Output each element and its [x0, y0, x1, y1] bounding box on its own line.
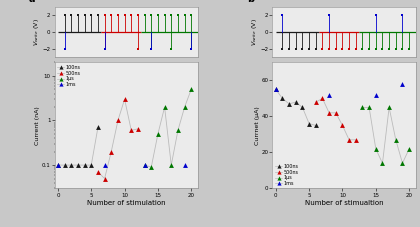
Y-axis label: Current (nA): Current (nA)	[35, 106, 40, 145]
Y-axis label: $V_{write}$ (V): $V_{write}$ (V)	[250, 18, 259, 46]
X-axis label: Number of stimualtion: Number of stimualtion	[305, 200, 383, 206]
Y-axis label: Currnet (μA): Currnet (μA)	[255, 106, 260, 145]
Legend: 100ns, 500ns, 1μs, 1ms: 100ns, 500ns, 1μs, 1ms	[57, 64, 81, 88]
Y-axis label: $V_{write}$ (V): $V_{write}$ (V)	[32, 18, 41, 46]
X-axis label: Number of stimulation: Number of stimulation	[87, 200, 165, 206]
Legend: 100ns, 500ns, 1μs, 1ms: 100ns, 500ns, 1μs, 1ms	[274, 163, 299, 186]
Text: b: b	[247, 0, 254, 4]
Text: a: a	[29, 0, 35, 4]
